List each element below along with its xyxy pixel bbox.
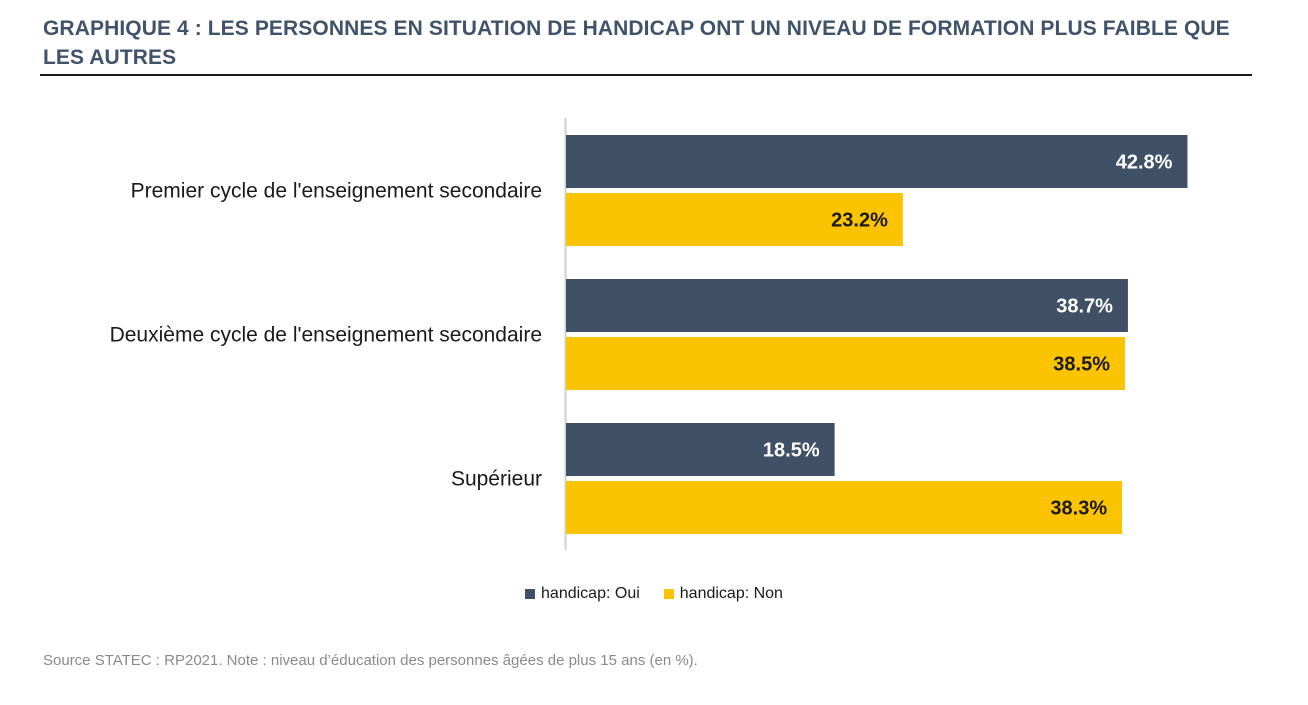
bar: [566, 193, 903, 246]
chart-title: GRAPHIQUE 4 : LES PERSONNES EN SITUATION…: [43, 17, 1230, 69]
category-label: Deuxième cycle de l'enseignement seconda…: [110, 324, 542, 347]
data-label: 38.5%: [1053, 354, 1110, 376]
legend-item-non: handicap: Non: [663, 585, 783, 603]
bar: [566, 481, 1123, 534]
title-divider: [40, 74, 1252, 76]
legend-swatch-non: [663, 589, 674, 599]
category-label: Premier cycle de l'enseignement secondai…: [131, 180, 542, 203]
data-label: 23.2%: [831, 210, 888, 232]
data-label: 18.5%: [763, 440, 820, 462]
bar: [566, 337, 1126, 390]
bar: [566, 135, 1188, 188]
source-note: Source STATEC : RP2021. Note : niveau d’…: [43, 652, 698, 669]
legend-item-oui: handicap: Oui: [525, 585, 640, 603]
bar: [566, 423, 835, 476]
legend-label-non: handicap: Non: [679, 585, 783, 602]
data-label: 42.8%: [1116, 152, 1173, 174]
data-label: 38.3%: [1050, 498, 1107, 520]
legend: handicap: Oui handicap: Non: [0, 585, 1308, 603]
data-label: 38.7%: [1056, 296, 1113, 318]
category-label: Supérieur: [451, 468, 542, 491]
legend-label-oui: handicap: Oui: [541, 585, 640, 602]
legend-swatch-oui: [525, 589, 536, 599]
bar: [566, 279, 1128, 332]
